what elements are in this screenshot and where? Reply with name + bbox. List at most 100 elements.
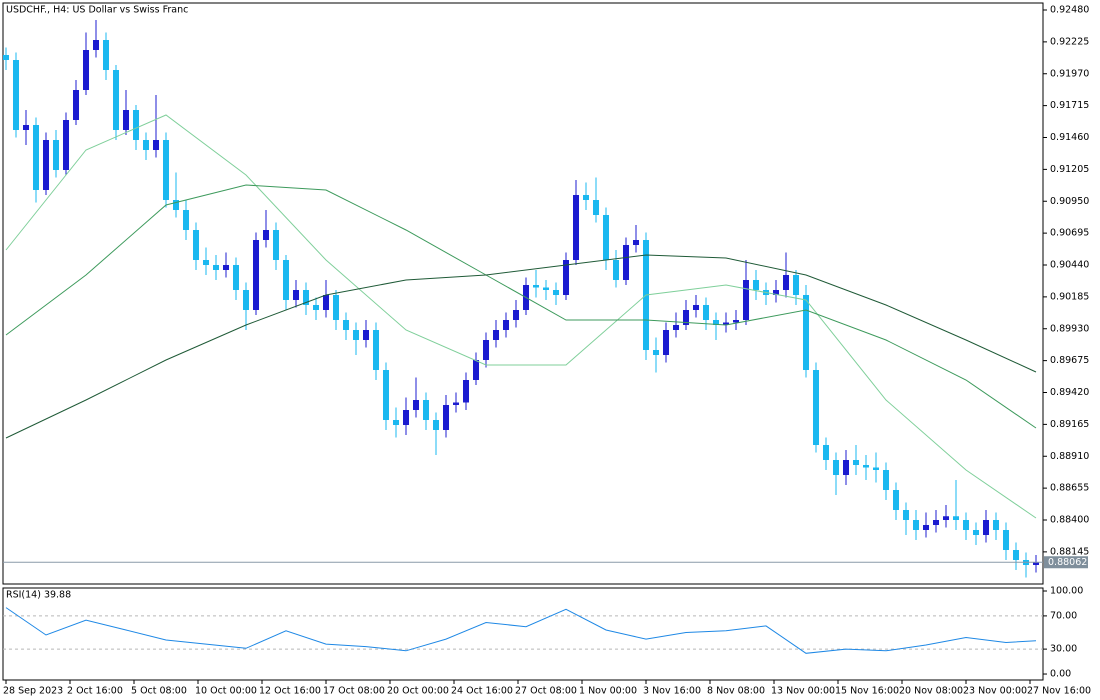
candle-body [13,60,19,130]
y-tick-label: 0.91970 [1050,68,1089,79]
candle-body [413,400,419,410]
x-tick-label: 23 Nov 00:00 [963,686,1027,697]
candle-body [33,125,39,190]
candle-body [953,516,959,520]
candle-body [843,460,849,475]
candle-body [883,470,889,490]
y-tick-label: 0.88400 [1050,515,1089,526]
candle-body [723,322,729,325]
candle-body [853,460,859,465]
y-tick-label: 0.90440 [1050,260,1089,271]
candle-body [973,530,979,535]
candle-body [53,140,59,170]
candle-body [183,210,189,230]
candle-body [143,140,149,150]
candle-body [173,200,179,210]
candle-body [983,520,989,535]
y-tick-label: 70.00 [1050,610,1077,621]
candle-body [1003,530,1009,550]
candle-body [403,410,409,425]
x-tick-label: 13 Nov 00:00 [771,686,835,697]
candle-body [353,330,359,340]
x-tick-label: 15 Nov 16:00 [835,686,899,697]
candle-body [63,120,69,170]
candle-body [543,287,549,290]
candle-body [893,490,899,510]
y-tick-label: 0.90950 [1050,196,1089,207]
candle-body [93,40,99,50]
candle-body [1013,550,1019,560]
x-tick-label: 2 Oct 16:00 [67,686,123,697]
y-tick-label: 0.88145 [1050,546,1089,557]
y-tick-label: 0.92480 [1050,5,1089,16]
y-tick-label: 0.90185 [1050,291,1089,302]
candle-body [533,285,539,288]
candle-body [213,265,219,270]
candle-body [153,140,159,150]
moving-average [5,114,1037,519]
x-tick-label: 10 Oct 00:00 [195,686,257,697]
candle-body [493,330,499,340]
x-tick-label: 20 Oct 00:00 [387,686,449,697]
panel-title: USDCHF., H4: US Dollar vs Swiss Franc [6,5,188,16]
candle-body [623,245,629,280]
candle-body [363,330,369,340]
candle-body [203,260,209,265]
candle-body [683,310,689,325]
candle-body [873,467,879,470]
candle-body [43,140,49,190]
panel-frame [2,587,1044,681]
candle-body [633,240,639,245]
candle-body [73,90,79,120]
candle-body [903,510,909,520]
candle-body [103,40,109,70]
candle-body [1033,562,1039,565]
moving-average [5,184,1037,429]
candle-body [263,230,269,240]
candle-body [563,260,569,295]
candle-body [513,310,519,320]
candle-body [113,70,119,130]
candle-body [673,325,679,330]
candle-body [743,280,749,320]
candle-body [293,290,299,300]
last-price-box [1044,556,1088,569]
x-tick-label: 28 Sep 2023 [3,686,63,697]
x-tick-label: 17 Oct 08:00 [323,686,385,697]
x-tick-label: 27 Oct 08:00 [515,686,577,697]
y-tick-label: 0.89930 [1050,323,1089,334]
candle-body [773,290,779,295]
candle-body [863,465,869,468]
candle-body [583,195,589,200]
indicator-line [5,607,1037,654]
candle-body [373,330,379,370]
candle-body [783,275,789,290]
candle-body [193,230,199,260]
x-tick-label: 20 Nov 08:00 [899,686,963,697]
candle-body [123,110,129,130]
y-tick-label: 0.91205 [1050,164,1089,175]
y-tick-label: 30.00 [1050,644,1077,655]
x-tick-label: 8 Nov 08:00 [707,686,765,697]
panel-title: RSI(14) 39.88 [6,590,71,601]
candle-body [593,200,599,215]
candle-body [943,516,949,520]
x-tick-label: 24 Oct 16:00 [451,686,513,697]
candle-body [693,305,699,310]
candle-body [833,460,839,475]
candle-body [23,125,29,130]
candle-body [933,520,939,525]
y-tick-label: 0.88655 [1050,483,1089,494]
candle-body [813,370,819,445]
y-tick-label: 0.89675 [1050,355,1089,366]
last-price-label: 0.88062 [1048,557,1087,568]
candle-body [923,525,929,530]
candle-body [603,215,609,260]
candle-body [423,400,429,420]
x-tick-label: 3 Nov 16:00 [643,686,701,697]
x-tick-label: 5 Oct 08:00 [131,686,187,697]
y-tick-label: 100.00 [1050,585,1083,596]
x-tick-label: 27 Nov 16:00 [1027,686,1091,697]
candle-body [253,240,259,310]
